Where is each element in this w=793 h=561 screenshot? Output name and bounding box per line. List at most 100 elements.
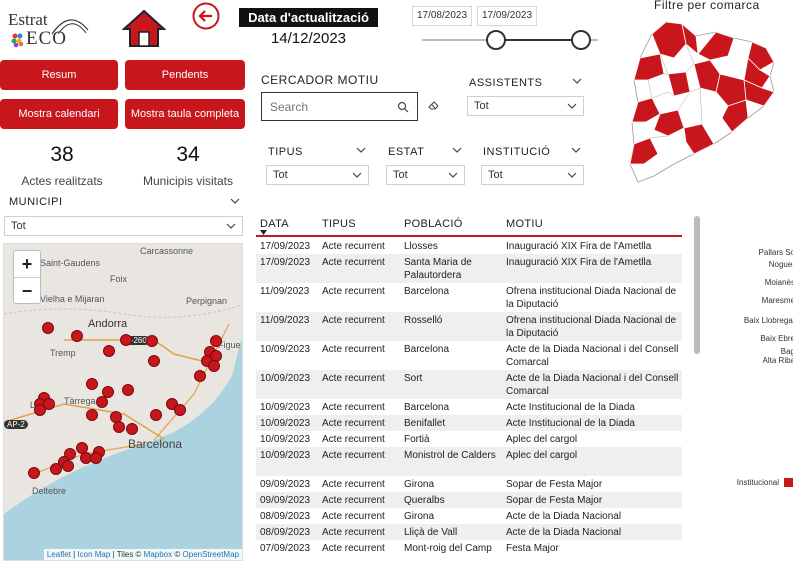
mapbox-link[interactable]: Mapbox xyxy=(143,550,173,559)
column-header-tipus[interactable]: TIPUS xyxy=(322,218,356,230)
mostra-calendari-button[interactable]: Mostra calendari xyxy=(0,99,118,129)
table-row[interactable]: 11/09/2023 Acte recurrent Barcelona Ofrena … xyxy=(256,283,682,312)
table-row[interactable]: 10/09/2023 Acte recurrent Barcelona Acte de… xyxy=(256,341,682,370)
pendents-button[interactable]: Pendents xyxy=(125,60,245,90)
chevron-down-icon xyxy=(352,172,362,178)
municipi-dropdown[interactable]: Tot xyxy=(4,216,243,236)
estat-dropdown[interactable]: Tot xyxy=(386,165,465,185)
tiles-text: Tiles © xyxy=(116,550,142,559)
home-icon[interactable] xyxy=(121,8,167,48)
table-row[interactable]: 09/09/2023 Acte recurrent Girona Sopar de F… xyxy=(256,476,682,492)
date-slider-start-handle[interactable] xyxy=(486,30,506,50)
table-cell-poblacio: Santa Maria de Palautordera xyxy=(404,257,472,281)
zoom-out-button[interactable]: − xyxy=(14,277,40,303)
side-bar-chart: Pallars So Noguer Moianès Maresme Baix Llobr… xyxy=(700,238,793,561)
map-place-label: Tremp xyxy=(50,348,76,358)
mostra-taula-button[interactable]: Mostra taula completa xyxy=(125,99,245,129)
search-input[interactable] xyxy=(262,93,382,120)
road-badge: N-260 xyxy=(122,336,150,345)
table-cell-tipus: Acte recurrent xyxy=(322,257,385,268)
table-cell-data: 10/09/2023 xyxy=(260,434,311,445)
table-scrollbar[interactable] xyxy=(694,216,700,354)
table-row[interactable]: 10/09/2023 Acte recurrent Benifallet Acte I… xyxy=(256,415,682,431)
eraser-icon[interactable] xyxy=(428,100,440,110)
date-end-input[interactable]: 17/09/2023 xyxy=(477,6,537,26)
search-icon[interactable] xyxy=(397,101,409,113)
table-row[interactable]: 08/09/2023 Acte recurrent Lliçà de Vall Act… xyxy=(256,524,682,540)
update-date: 14/12/2023 xyxy=(270,30,347,47)
table-row[interactable]: 09/09/2023 Acte recurrent Queralbs Sopar de… xyxy=(256,492,682,508)
table-cell-motiu: Ofrena institucional Diada Nacional de l… xyxy=(506,286,677,310)
table-cell-poblacio: Barcelona xyxy=(404,286,450,297)
table-cell-motiu: Ofrena institucional Diada Nacional de l… xyxy=(506,315,677,339)
tipus-dropdown[interactable]: Tot xyxy=(266,165,369,185)
table-cell-data: 11/09/2023 xyxy=(260,286,310,297)
table-cell-poblacio: Benifallet xyxy=(404,418,446,429)
events-map[interactable]: Carcassonne Saint-Gaudens Foix Vielha e … xyxy=(3,243,243,561)
table-row[interactable]: 08/09/2023 Acte recurrent Girona Acte de la… xyxy=(256,508,682,524)
institucio-dropdown[interactable]: Tot xyxy=(481,165,584,185)
table-cell-motiu: Festa Major xyxy=(506,543,559,554)
resum-button[interactable]: Resum xyxy=(0,60,118,90)
table-cell-motiu: Aplec del cargol xyxy=(506,450,578,461)
table-cell-motiu: Sopar de Festa Major xyxy=(506,495,603,506)
chevron-down-icon[interactable] xyxy=(452,145,462,155)
column-header-data[interactable]: DATA xyxy=(260,218,289,230)
chevron-down-icon xyxy=(567,103,577,109)
chevron-down-icon[interactable] xyxy=(571,145,581,155)
event-markers[interactable] xyxy=(4,244,243,561)
table-row[interactable]: 17/09/2023 Acte recurrent Santa Maria de P… xyxy=(256,254,682,283)
leaflet-link[interactable]: Leaflet xyxy=(46,550,71,559)
column-header-poblacio[interactable]: POBLACIÓ xyxy=(404,218,463,230)
assistents-label: ASSISTENTS xyxy=(469,77,543,89)
table-cell-poblacio: Barcelona xyxy=(404,402,450,413)
municipis-label: Municipis visitats xyxy=(142,174,234,188)
table-row[interactable]: 11/09/2023 Acte recurrent Rosselló Ofrena i… xyxy=(256,312,682,341)
side-chart-bar xyxy=(784,478,793,487)
comarca-map[interactable] xyxy=(624,14,784,184)
chevron-down-icon[interactable] xyxy=(356,145,366,155)
column-header-motiu[interactable]: MOTIU xyxy=(506,218,543,230)
table-cell-tipus: Acte recurrent xyxy=(322,315,385,326)
zoom-control: + − xyxy=(13,250,41,304)
table-row[interactable]: 07/09/2023 Acte recurrent Mont-roig del Ca… xyxy=(256,540,682,561)
side-chart-label: Baix Llobregat xyxy=(743,316,793,325)
map-attribution: Leaflet | Icon Map | Tiles © Mapbox © Op… xyxy=(43,549,242,560)
map-place-label: Carcassonne xyxy=(140,246,194,256)
search-box[interactable] xyxy=(261,92,418,121)
table-row[interactable]: 10/09/2023 Acte recurrent Fortià Aplec del … xyxy=(256,431,682,447)
iconmap-link[interactable]: Icon Map xyxy=(77,550,111,559)
table-cell-motiu: Inauguració XIX Fira de l'Ametlla xyxy=(506,257,652,268)
municipi-value: Tot xyxy=(11,220,26,232)
institucio-value: Tot xyxy=(488,169,503,181)
table-cell-tipus: Acte recurrent xyxy=(322,479,385,490)
date-start-input[interactable]: 17/08/2023 xyxy=(412,6,472,26)
zoom-in-button[interactable]: + xyxy=(21,254,33,274)
side-chart-label: Noguer xyxy=(768,260,793,269)
tipus-value: Tot xyxy=(273,169,288,181)
assistents-dropdown[interactable]: Tot xyxy=(467,96,584,116)
chevron-down-icon[interactable] xyxy=(230,196,240,206)
municipis-count: 34 xyxy=(176,143,200,166)
table-cell-tipus: Acte recurrent xyxy=(322,402,385,413)
date-slider-end-handle[interactable] xyxy=(571,30,591,50)
table-row[interactable]: 10/09/2023 Acte recurrent Barcelona Acte In… xyxy=(256,399,682,415)
chevron-down-icon[interactable] xyxy=(572,76,582,86)
table-cell-motiu: Acte de la Diada Nacional i del Consell … xyxy=(506,344,679,368)
municipi-label: MUNICIPI xyxy=(9,196,63,208)
table-cell-tipus: Acte recurrent xyxy=(322,434,385,445)
table-row[interactable]: 10/09/2023 Acte recurrent Sort Acte de la D… xyxy=(256,370,682,399)
table-cell-poblacio: Queralbs xyxy=(404,495,445,506)
table-cell-data: 11/09/2023 xyxy=(260,315,310,326)
table-row[interactable]: 10/09/2023 Acte recurrent Monistrol de Cal… xyxy=(256,447,682,476)
institucio-label: INSTITUCIÓ xyxy=(483,146,551,158)
table-row[interactable]: 17/09/2023 Acte recurrent Llosses Inaugurac… xyxy=(256,238,682,254)
tipus-label: TIPUS xyxy=(268,146,303,158)
back-arrow-icon[interactable] xyxy=(192,2,220,30)
table-cell-motiu: Inauguració XIX Fira de l'Ametlla xyxy=(506,241,652,252)
side-chart-label: Moianès xyxy=(764,278,793,287)
map-place-label: Vielha e Mijaran xyxy=(40,294,105,304)
table-cell-data: 10/09/2023 xyxy=(260,373,311,384)
table-cell-motiu: Acte de la Diada Nacional xyxy=(506,527,622,538)
osm-link[interactable]: OpenStreetMap xyxy=(182,550,239,559)
